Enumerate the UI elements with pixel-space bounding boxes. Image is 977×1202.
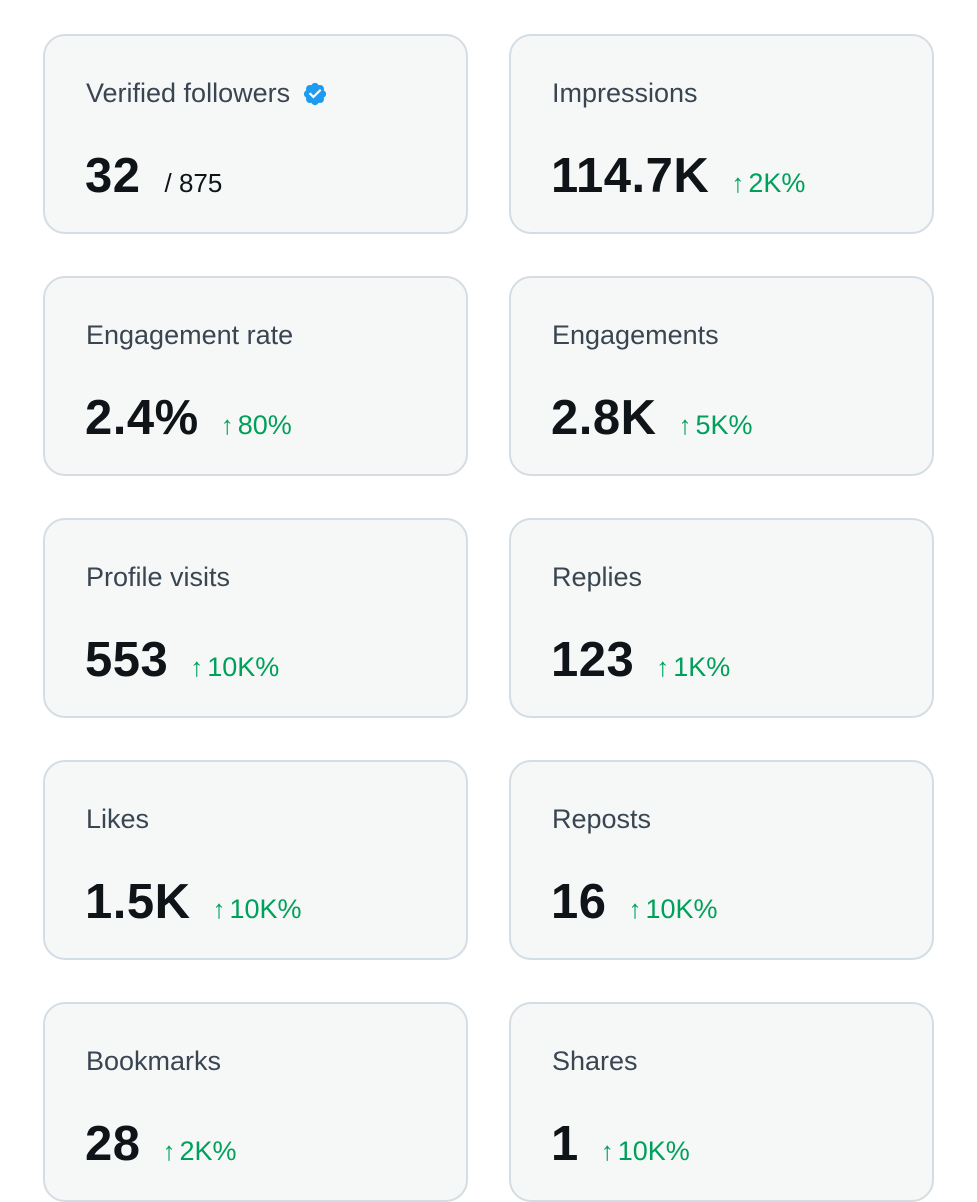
metric-change-value: 1K% <box>673 652 731 682</box>
metric-label: Replies <box>552 562 643 592</box>
metric-label: Verified followers <box>86 78 291 108</box>
metric-label: Bookmarks <box>86 1046 222 1076</box>
metric-card-shares[interactable]: Shares 1 ↑ 10K% <box>509 1002 934 1202</box>
metric-value: 28 <box>85 1117 141 1171</box>
metric-value-row: 32 / 875 <box>85 148 222 204</box>
metric-card-verified-followers[interactable]: Verified followers 32 / 875 <box>43 34 468 234</box>
metric-card-reposts[interactable]: Reposts 16 ↑ 10K% <box>509 760 934 960</box>
metric-change: ↑ 1K% <box>656 652 730 683</box>
metric-value: 1.5K <box>85 875 191 929</box>
up-arrow-icon: ↑ <box>212 894 226 924</box>
up-arrow-icon: ↑ <box>162 1136 176 1166</box>
metric-value: 2.8K <box>551 391 657 445</box>
metric-label: Engagement rate <box>86 320 294 350</box>
metric-value-row: 2.8K ↑ 5K% <box>551 390 753 446</box>
metric-card-engagement-rate[interactable]: Engagement rate 2.4% ↑ 80% <box>43 276 468 476</box>
metric-card-replies[interactable]: Replies 123 ↑ 1K% <box>509 518 934 718</box>
metric-label-row: Verified followers <box>86 78 328 109</box>
up-arrow-icon: ↑ <box>731 168 745 198</box>
metric-card-bookmarks[interactable]: Bookmarks 28 ↑ 2K% <box>43 1002 468 1202</box>
metric-value: 2.4% <box>85 391 199 445</box>
metric-card-profile-visits[interactable]: Profile visits 553 ↑ 10K% <box>43 518 468 718</box>
metric-change: ↑ 10K% <box>190 652 279 683</box>
metric-change-value: 2K% <box>748 168 806 198</box>
metric-change: ↑ 2K% <box>731 168 805 199</box>
up-arrow-icon: ↑ <box>600 1136 614 1166</box>
up-arrow-icon: ↑ <box>628 894 642 924</box>
metric-value: 32 <box>85 149 141 203</box>
metric-value: 553 <box>85 633 169 687</box>
metrics-grid: Verified followers 32 / 875 Impressions … <box>43 34 934 1202</box>
metric-value: 16 <box>551 875 607 929</box>
metric-change-value: 80% <box>237 410 292 440</box>
metric-total: / 875 <box>164 168 223 198</box>
metric-change: ↑ 10K% <box>601 1136 690 1167</box>
verified-badge-icon <box>302 81 328 107</box>
metric-value-row: 114.7K ↑ 2K% <box>551 148 805 204</box>
metric-label: Engagements <box>552 320 719 350</box>
metric-value-row: 1.5K ↑ 10K% <box>85 874 302 930</box>
metric-card-engagements[interactable]: Engagements 2.8K ↑ 5K% <box>509 276 934 476</box>
metric-value-row: 1 ↑ 10K% <box>551 1116 690 1172</box>
metric-value: 1 <box>551 1117 579 1171</box>
metric-value-row: 2.4% ↑ 80% <box>85 390 292 446</box>
metric-value: 123 <box>551 633 635 687</box>
metric-value-row: 123 ↑ 1K% <box>551 632 730 688</box>
metric-value-row: 28 ↑ 2K% <box>85 1116 237 1172</box>
up-arrow-icon: ↑ <box>190 652 204 682</box>
up-arrow-icon: ↑ <box>678 410 692 440</box>
metric-change: ↑ 5K% <box>679 410 753 441</box>
metric-value-row: 16 ↑ 10K% <box>551 874 718 930</box>
metric-change-value: 5K% <box>695 410 753 440</box>
metric-change-value: 2K% <box>179 1136 237 1166</box>
metric-label: Profile visits <box>86 562 231 592</box>
metric-change-value: 10K% <box>617 1136 690 1166</box>
metric-card-likes[interactable]: Likes 1.5K ↑ 10K% <box>43 760 468 960</box>
up-arrow-icon: ↑ <box>656 652 670 682</box>
up-arrow-icon: ↑ <box>220 410 234 440</box>
metric-label: Impressions <box>552 78 698 108</box>
metric-change: ↑ 2K% <box>163 1136 237 1167</box>
metric-card-impressions[interactable]: Impressions 114.7K ↑ 2K% <box>509 34 934 234</box>
metric-change: ↑ 10K% <box>213 894 302 925</box>
metric-change-value: 10K% <box>207 652 280 682</box>
metric-change-value: 10K% <box>645 894 718 924</box>
metric-label: Likes <box>86 804 150 834</box>
metric-label: Shares <box>552 1046 638 1076</box>
metric-value: 114.7K <box>551 149 710 203</box>
metric-change: ↑ 10K% <box>629 894 718 925</box>
metric-value-row: 553 ↑ 10K% <box>85 632 279 688</box>
metric-change-value: 10K% <box>229 894 302 924</box>
metric-change: ↑ 80% <box>221 410 292 441</box>
metric-label: Reposts <box>552 804 652 834</box>
